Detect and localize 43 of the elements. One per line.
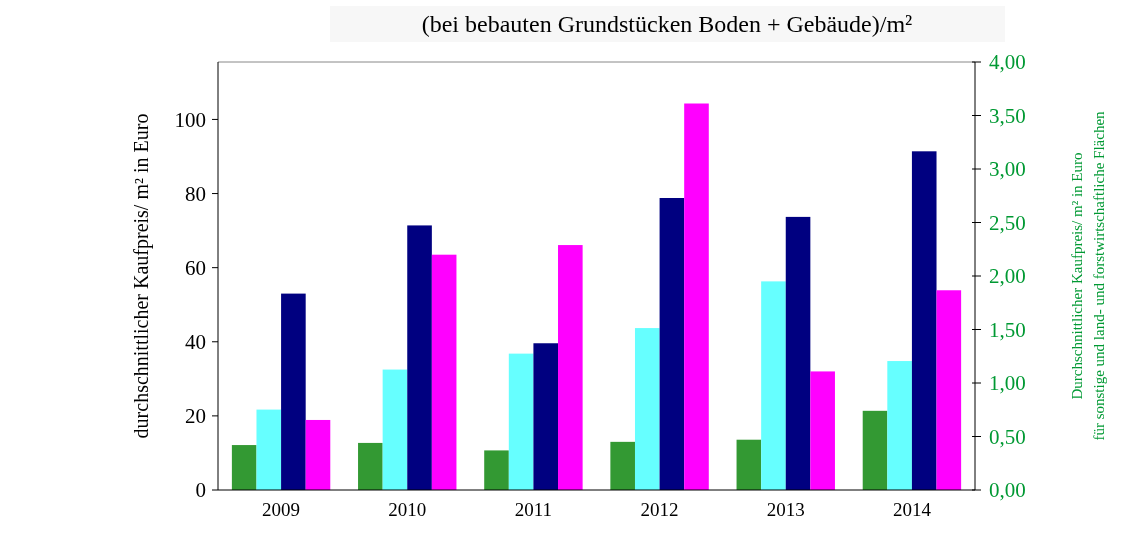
y-tick-label: 100 — [174, 107, 206, 132]
bar — [533, 343, 559, 490]
bar — [382, 369, 408, 490]
x-tick-label: 2010 — [388, 499, 427, 520]
bar — [761, 281, 786, 490]
bar — [484, 450, 509, 490]
x-tick-label: 2013 — [766, 499, 805, 520]
y2-axis-title: Durchschnittlicher Kaufpreis/ m² in Euro für sonstige und land- und forstwirtschaftliche Flächen — [1069, 110, 1107, 441]
y2-tick-label: 1,00 — [989, 371, 1026, 396]
y2-tick-label: 2,50 — [989, 210, 1026, 235]
bar — [911, 151, 937, 490]
x-tick-label: 2012 — [640, 499, 679, 520]
y-axis-title: durchschnittlicher Kaufpreis/ m² in Euro — [130, 113, 153, 439]
bar — [659, 198, 685, 490]
y2-tick-label: 1,50 — [989, 317, 1026, 342]
bar — [736, 439, 762, 490]
bar — [281, 293, 306, 490]
bar — [305, 419, 331, 490]
bar — [558, 245, 583, 490]
y-tick-label: 80 — [185, 181, 206, 206]
x-tick-label: 2011 — [514, 499, 553, 520]
y2-tick-label: 2,00 — [989, 264, 1026, 289]
x-tick-label: 2009 — [262, 499, 301, 520]
bar — [810, 371, 835, 490]
bar — [610, 441, 635, 490]
bar — [936, 290, 962, 490]
bar — [634, 328, 660, 490]
y2-tick-label: 0,00 — [989, 478, 1026, 503]
chart-title: (bei bebauten Grundstücken Boden + Gebäude)/m² — [421, 11, 913, 37]
bar — [407, 225, 432, 490]
y-tick-label: 40 — [185, 330, 206, 355]
y-tick-label: 20 — [185, 404, 206, 429]
y2-tick-label: 3,00 — [989, 157, 1026, 182]
bar — [508, 353, 534, 490]
y2-tick-label: 0,50 — [989, 424, 1026, 449]
bar — [431, 254, 457, 490]
bar — [785, 216, 811, 490]
bar — [684, 103, 709, 490]
y-tick-label: 60 — [185, 256, 206, 281]
x-tick-label: 2014 — [892, 499, 932, 520]
y-tick-label: 0 — [195, 478, 206, 503]
y2-tick-label: 4,00 — [989, 50, 1026, 75]
y2-tick-label: 3,50 — [989, 103, 1026, 128]
